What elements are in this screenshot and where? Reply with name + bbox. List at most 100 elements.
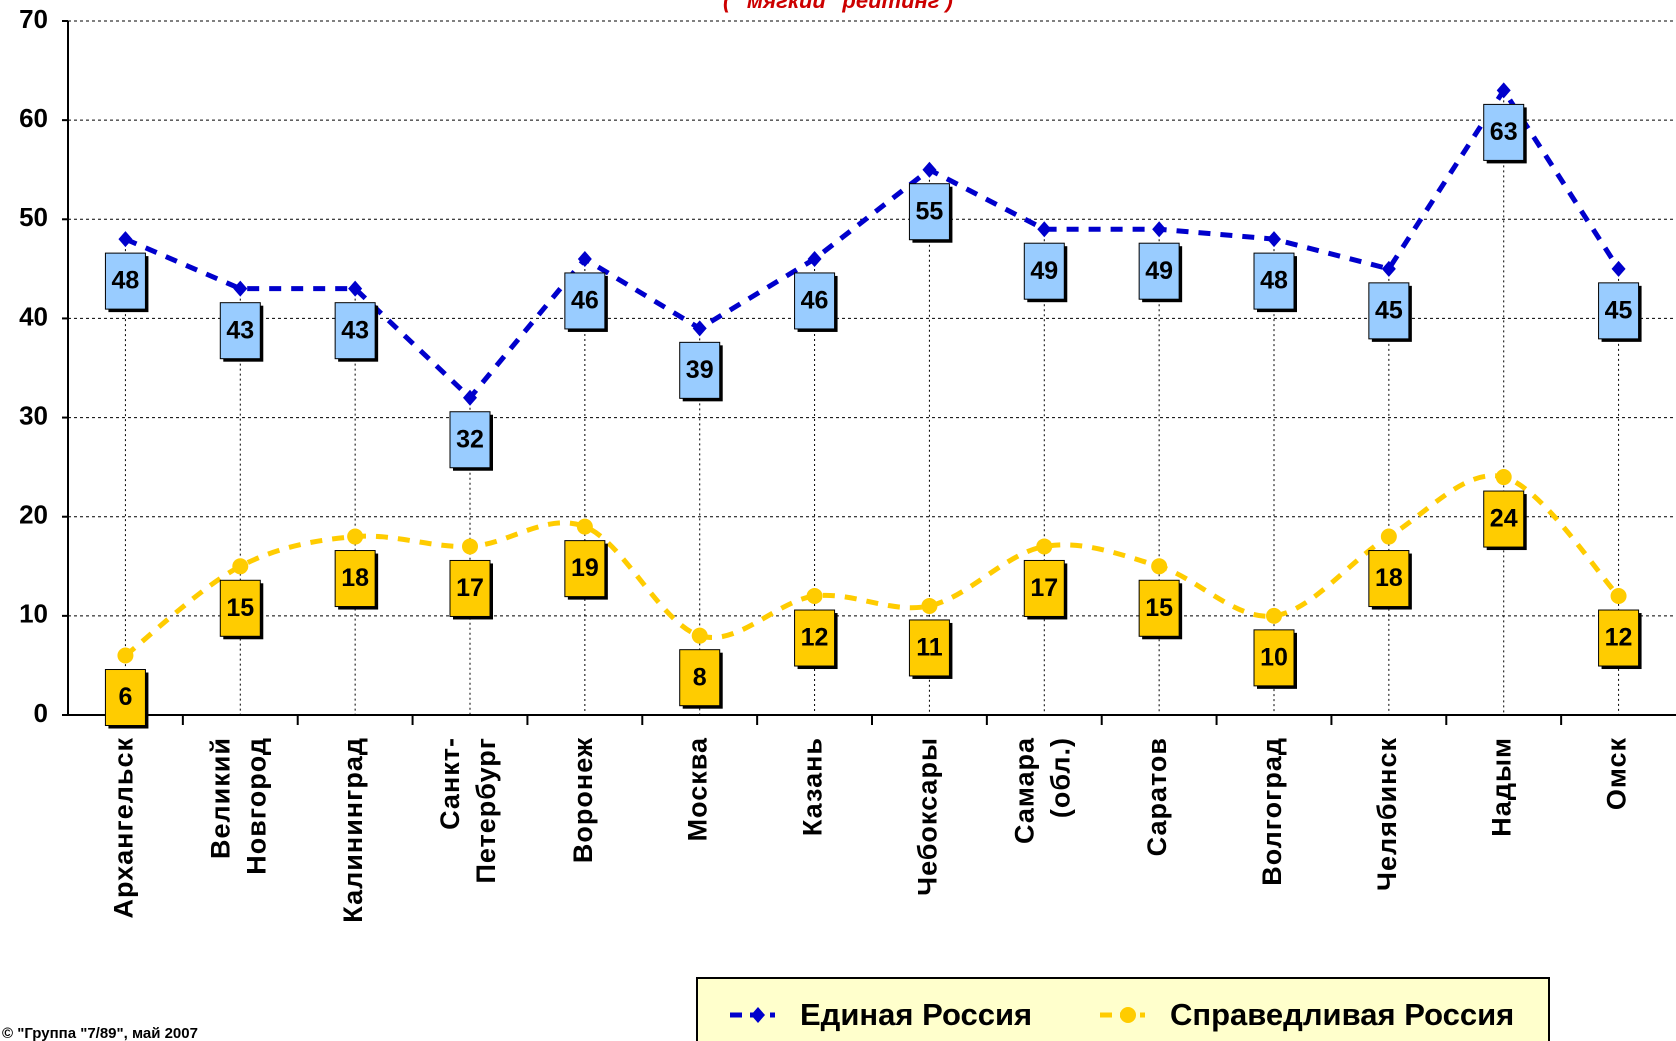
marker [232, 558, 249, 575]
label-box [794, 272, 836, 330]
label-box [679, 649, 721, 707]
y-tick-label: 50 [19, 202, 48, 232]
x-tick-label: Санкт- Петербург [435, 737, 501, 884]
data-label: 46 [571, 287, 599, 315]
marker [1267, 231, 1281, 248]
marker [921, 597, 938, 614]
label-box [908, 619, 950, 677]
label-box [219, 579, 261, 637]
x-tick-line: Великий [205, 737, 235, 859]
data-label: 45 [1605, 296, 1633, 324]
label-box [1023, 559, 1065, 617]
label-box [104, 252, 146, 310]
marker [1495, 469, 1512, 486]
data-label: 49 [1030, 257, 1058, 285]
marker [118, 231, 133, 248]
x-tick-line: Архангельск [109, 737, 139, 919]
marker [463, 389, 477, 406]
x-tick-line: Волгоград [1257, 737, 1287, 886]
marker [462, 538, 478, 555]
marker [806, 588, 823, 605]
data-label: 43 [341, 316, 369, 344]
x-tick-line: Омск [1602, 737, 1632, 810]
x-tick-label: Волгоград [1257, 737, 1287, 886]
label-box [334, 302, 376, 360]
y-tick-label: 70 [19, 4, 48, 34]
label-box [1368, 282, 1410, 340]
x-tick-line: Саратов [1142, 737, 1172, 856]
data-label: 11 [916, 634, 943, 662]
x-tick-line: Новгород [241, 737, 271, 875]
marker [1266, 607, 1282, 624]
data-label: 17 [1030, 574, 1058, 602]
x-tick-label: Чебоксары [913, 737, 943, 896]
label-box [564, 540, 606, 598]
x-tick-label: Челябинск [1372, 737, 1402, 891]
marker [577, 250, 592, 267]
label-box [1368, 550, 1410, 608]
marker [1611, 260, 1626, 277]
label-box [104, 669, 146, 727]
data-label: 39 [686, 356, 714, 384]
x-tick-label: Архангельск [109, 737, 139, 919]
data-label: 6 [118, 683, 132, 711]
footer: © "Группа "7/89", май 2007 [2, 1025, 198, 1041]
data-label: 15 [226, 594, 254, 622]
data-label: 55 [916, 197, 944, 225]
marker [1151, 558, 1168, 575]
x-tick-label: Казань [798, 737, 828, 836]
data-label: 18 [1375, 564, 1403, 592]
label-box [449, 411, 491, 469]
x-tick-line: Калининград [338, 737, 368, 923]
data-label: 48 [112, 267, 140, 295]
x-tick-line: Надым [1487, 737, 1517, 837]
data-label: 12 [801, 624, 829, 652]
label-box [1253, 629, 1295, 687]
label-box [1598, 282, 1640, 340]
x-tick-line: Чебоксары [913, 737, 943, 896]
marker [692, 320, 707, 337]
data-label: 15 [1145, 594, 1173, 622]
marker [1610, 588, 1627, 605]
x-tick-label: Омск [1602, 737, 1632, 810]
marker [233, 280, 248, 297]
legend-marker [1120, 1007, 1136, 1023]
x-tick-label: Саратов [1142, 737, 1172, 856]
x-tick-line: Челябинск [1372, 737, 1402, 891]
y-tick-label: 0 [34, 698, 48, 728]
x-tick-line: Воронеж [568, 737, 598, 863]
label-box [1483, 103, 1525, 161]
y-tick-label: 20 [19, 500, 48, 530]
data-label: 10 [1260, 643, 1288, 671]
label-box [1253, 252, 1295, 310]
legend-marker [751, 1007, 765, 1023]
marker [576, 518, 593, 535]
x-tick-label: Надым [1487, 737, 1517, 837]
label-box [449, 559, 491, 617]
label-box [1483, 490, 1525, 548]
y-tick-label: 40 [19, 301, 48, 331]
data-label: 63 [1490, 118, 1518, 146]
data-label: 48 [1260, 267, 1288, 295]
data-label: 24 [1490, 505, 1518, 533]
y-tick-label: 60 [19, 103, 48, 133]
marker [1037, 221, 1052, 238]
x-tick-label: Великий Новгород [205, 737, 271, 875]
label-box [1138, 242, 1180, 300]
marker [1381, 260, 1396, 277]
x-tick-line: Самара [1009, 737, 1039, 844]
marker [1380, 528, 1397, 545]
legend-label: Справедливая Россия [1170, 997, 1514, 1032]
marker [691, 627, 708, 644]
label-box [334, 550, 376, 608]
label-box [908, 183, 950, 241]
x-tick-label: Калининград [338, 737, 368, 923]
data-label: 8 [693, 663, 707, 691]
marker [1152, 221, 1167, 238]
chart-subtitle: ( "мягкий" рейтинг ) [723, 0, 953, 13]
marker [1496, 82, 1511, 99]
marker [807, 250, 822, 267]
data-label: 12 [1605, 624, 1633, 652]
x-tick-line: Казань [798, 737, 828, 836]
label-box [1138, 579, 1180, 637]
